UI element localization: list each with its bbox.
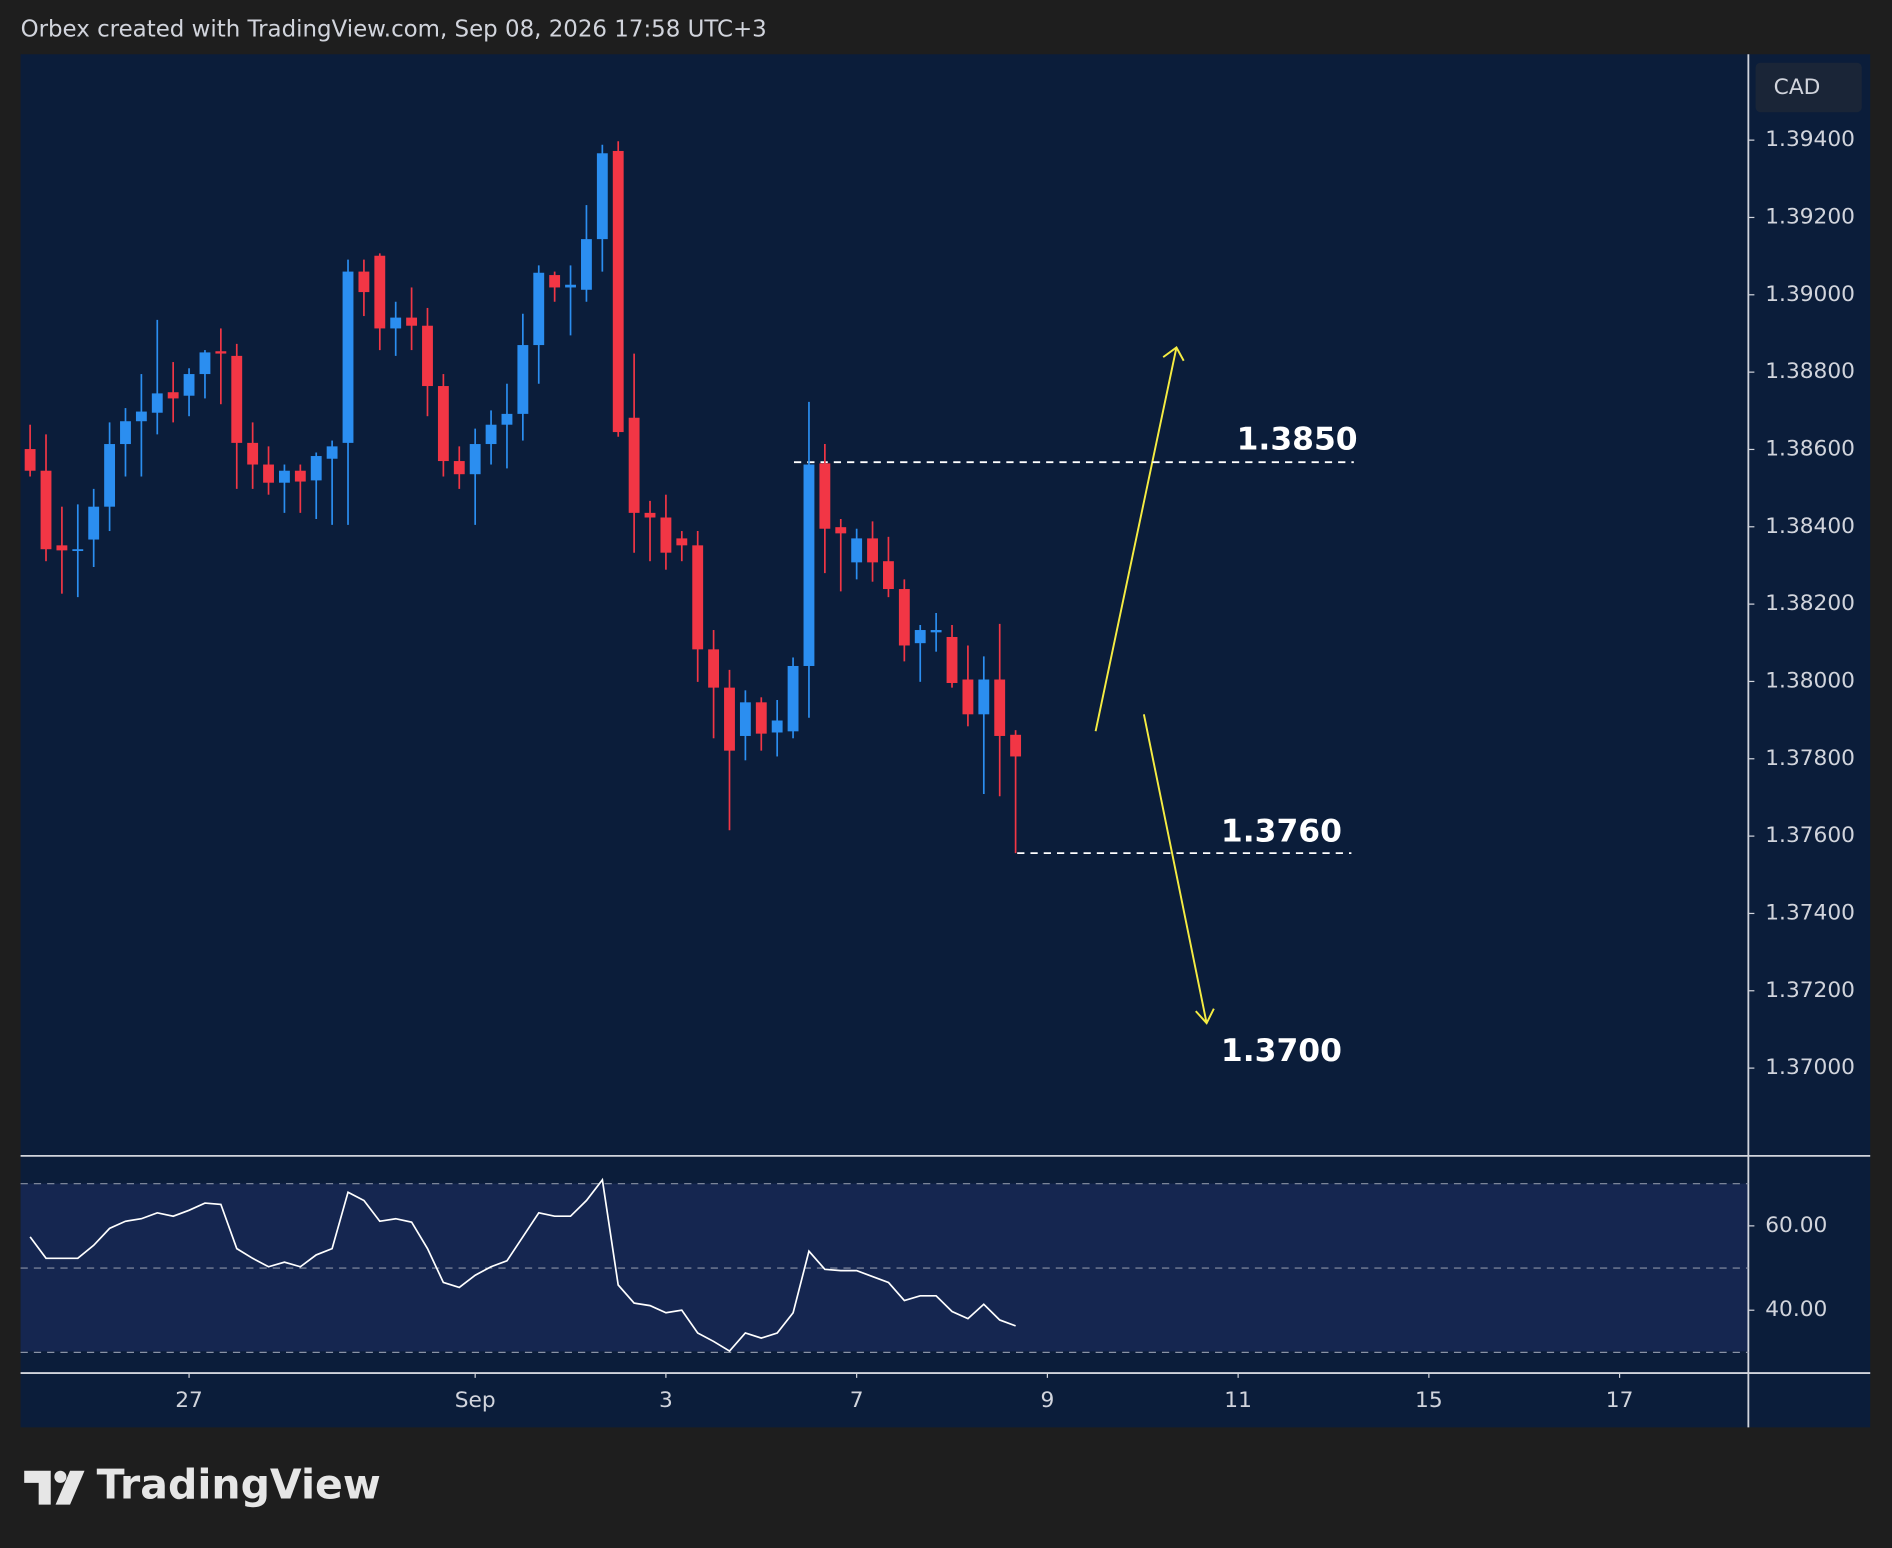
annotation: 1.3850 — [1237, 421, 1358, 457]
x-tick-label: Sep — [455, 1388, 496, 1413]
x-tick-label: 11 — [1224, 1388, 1252, 1413]
candle-body — [1010, 734, 1022, 757]
candle-body — [867, 538, 878, 563]
candle-body — [755, 702, 767, 734]
x-tick-label: 17 — [1606, 1388, 1634, 1413]
candle-body — [215, 351, 227, 354]
currency: CAD — [1774, 75, 1821, 100]
currency-box — [1755, 62, 1862, 113]
candle-body — [517, 345, 529, 414]
y-tick-label: 1.38000 — [1765, 668, 1855, 693]
candle-body — [422, 325, 433, 387]
y-tick-label: 1.37600 — [1765, 823, 1855, 848]
x-tick-label: 3 — [659, 1388, 673, 1413]
y-tick-label: 60.00 — [1765, 1213, 1827, 1238]
candle-body — [787, 665, 799, 732]
candle-body — [342, 271, 354, 443]
candle-body — [660, 517, 672, 553]
y-tick-label: 1.37200 — [1765, 978, 1855, 1003]
candle-body — [962, 679, 974, 715]
candle-body — [263, 464, 274, 483]
y-tick-label: 1.38600 — [1765, 436, 1855, 461]
candle-body — [104, 444, 116, 507]
candle-body — [914, 630, 926, 644]
candle-body — [294, 470, 306, 482]
candle-body — [946, 636, 958, 683]
candle-body — [151, 393, 163, 413]
y-tick-label: 1.38400 — [1765, 514, 1855, 539]
candle-body — [358, 271, 370, 293]
candle-body — [485, 424, 497, 445]
candle-body — [565, 284, 576, 288]
candle-body — [724, 687, 735, 751]
brand-logo — [24, 1470, 85, 1505]
drawing-arrow-up — [1094, 346, 1185, 732]
candle-body — [88, 506, 100, 540]
candle-body — [771, 720, 783, 733]
y-tick-label: 1.39200 — [1765, 204, 1855, 229]
y-tick-label: 1.37800 — [1765, 746, 1855, 771]
candle-body — [135, 411, 147, 422]
candle-body — [310, 456, 322, 481]
candle-body — [56, 545, 68, 551]
candle-body — [406, 317, 418, 326]
y-tick-label: 1.39400 — [1765, 127, 1855, 152]
candle-body — [374, 255, 386, 329]
candle-body — [437, 386, 449, 462]
candle-body — [644, 512, 656, 518]
x-tick-label: 27 — [175, 1388, 203, 1413]
candle-body — [994, 679, 1006, 736]
candle-body — [183, 374, 195, 396]
candle-body — [390, 317, 402, 329]
candle-body — [453, 461, 465, 475]
candle-body — [628, 417, 640, 513]
rsi-line — [29, 1177, 1016, 1353]
candle-body — [739, 702, 751, 736]
candle-body — [120, 421, 131, 445]
y-tick-label: 1.37400 — [1765, 900, 1855, 925]
candle-body — [835, 527, 847, 534]
brand: TradingView — [97, 1461, 381, 1509]
candle-body — [501, 413, 513, 425]
candle-body — [803, 464, 815, 666]
candle-body — [883, 561, 894, 590]
x-tick-label: 15 — [1415, 1388, 1443, 1413]
candle-body — [819, 463, 831, 529]
x-tick-label: 7 — [850, 1388, 864, 1413]
candle-body — [851, 538, 863, 563]
candle-body — [40, 470, 52, 550]
candle-body — [708, 649, 720, 688]
candle-body — [469, 444, 481, 475]
candle-body — [978, 679, 990, 715]
candle-body — [247, 442, 259, 465]
y-tick-label: 1.38800 — [1765, 359, 1855, 384]
drawing-arrow-down — [1142, 714, 1215, 1025]
candle-body — [549, 275, 561, 288]
candle-body — [596, 153, 608, 240]
y-tick-label: 1.37000 — [1765, 1055, 1855, 1080]
y-tick-label: 1.39000 — [1765, 282, 1855, 307]
candle-body — [279, 470, 290, 483]
annotation: 1.3760 — [1221, 814, 1342, 850]
candle-body — [692, 545, 704, 650]
candle-body — [676, 538, 688, 546]
candle-body — [72, 549, 84, 552]
candle-body — [533, 272, 545, 346]
candle-body — [326, 446, 338, 459]
candle-body — [581, 239, 592, 290]
y-tick-label: 40.00 — [1765, 1297, 1827, 1322]
candle-body — [898, 589, 910, 646]
candle-body — [612, 150, 624, 433]
candle-body — [930, 630, 942, 633]
x-tick-label: 9 — [1040, 1388, 1054, 1413]
header: Orbex created with TradingView.com, Sep … — [21, 17, 767, 43]
y-tick-label: 1.38200 — [1765, 591, 1855, 616]
candle-body — [167, 392, 179, 399]
candle-body — [231, 355, 243, 443]
annotation: 1.3700 — [1221, 1033, 1342, 1069]
candle-body — [199, 352, 211, 375]
candle-body — [24, 449, 36, 471]
